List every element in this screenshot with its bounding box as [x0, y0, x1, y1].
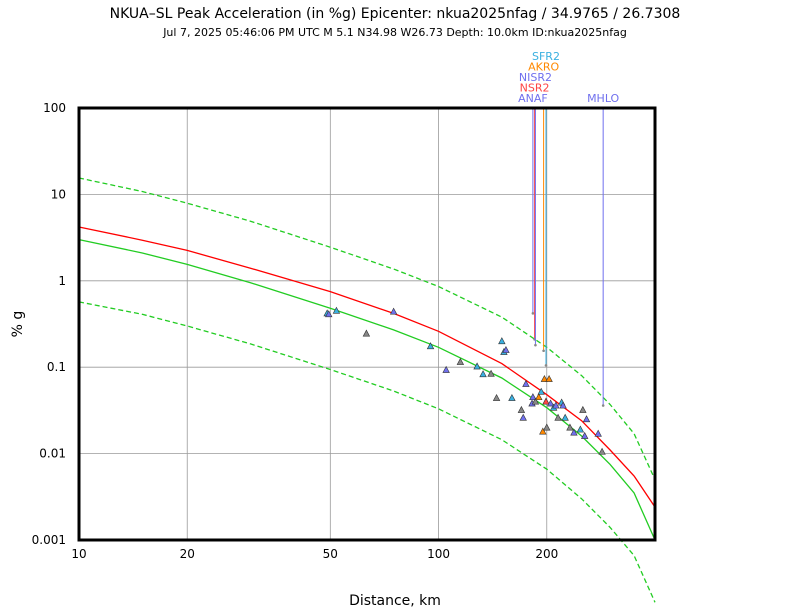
data-point: [559, 401, 567, 409]
data-point: [579, 405, 587, 413]
data-point: [576, 425, 585, 433]
data-point: [581, 431, 589, 439]
station-marker: [531, 312, 535, 315]
data-point: [540, 374, 549, 382]
y-tick-label: 0.1: [47, 360, 66, 374]
data-point: [531, 397, 540, 405]
data-point: [598, 447, 606, 455]
chart-title: NKUA–SL Peak Acceleration (in %g) Epicen…: [110, 6, 681, 22]
data-point: [546, 399, 555, 407]
data-point: [498, 337, 506, 345]
y-tick-label: 10: [51, 187, 66, 201]
x-tick-label: 20: [180, 547, 195, 561]
chart-subtitle: Jul 7, 2025 05:46:06 PM UTC M 5.1 N34.98…: [162, 26, 627, 39]
data-point: [479, 370, 487, 378]
data-point: [582, 415, 591, 423]
y-tick-label: 0.001: [32, 533, 66, 547]
data-point: [522, 379, 530, 387]
data-point: [552, 401, 560, 409]
curve-nkua-sl: [78, 226, 656, 508]
curve-median: [78, 238, 656, 541]
station-marker: [534, 343, 537, 347]
data-point: [543, 423, 551, 431]
station-marker: [601, 404, 605, 407]
data-point: [554, 413, 562, 421]
data-point: [570, 428, 578, 436]
x-tick-label: 50: [323, 547, 338, 561]
y-axis-label: % g: [10, 311, 26, 338]
data-point: [325, 310, 333, 318]
data-point: [389, 307, 398, 315]
data-point: [594, 429, 602, 437]
y-tick-label: 100: [43, 101, 66, 115]
data-point: [537, 387, 545, 395]
data-point: [535, 393, 543, 401]
curve-upper-bound: [78, 177, 656, 480]
plot-frame: [77, 106, 657, 542]
station-label: ANAF: [518, 92, 548, 105]
data-point: [545, 374, 553, 382]
data-point: [332, 306, 341, 314]
data-point: [529, 393, 537, 401]
data-points: [323, 306, 606, 455]
data-point: [519, 413, 527, 421]
station-label: AKRO: [528, 61, 559, 74]
station-label: SFR2: [532, 50, 560, 63]
station-marker: [542, 349, 545, 353]
x-tick-label: 200: [535, 547, 558, 561]
data-point: [426, 342, 435, 350]
data-point: [502, 345, 510, 353]
station-marker: [544, 364, 548, 367]
x-tick-label: 10: [71, 547, 86, 561]
data-point: [542, 397, 550, 405]
y-tick-label: 0.01: [39, 447, 66, 461]
data-point: [473, 362, 481, 370]
tick-labels: 10 20 50 100 200 100 10 1 0.1 0.01 0.001: [32, 101, 559, 561]
data-point: [517, 405, 526, 413]
y-tick-label: 1: [58, 274, 66, 288]
grid-lines: [79, 108, 655, 540]
data-point: [456, 357, 465, 365]
station-label: NSR2: [520, 82, 550, 95]
data-point: [561, 413, 569, 421]
curve-lower-bound: [78, 301, 656, 603]
curves: [78, 177, 656, 603]
data-point: [362, 329, 371, 337]
x-tick-label: 100: [427, 547, 450, 561]
data-point: [508, 393, 516, 401]
data-point: [487, 369, 495, 377]
data-point: [492, 393, 501, 401]
data-point: [539, 427, 547, 435]
station-label: NISR2: [519, 71, 552, 84]
data-point: [442, 365, 450, 373]
station-label: MHLO: [587, 92, 619, 105]
x-axis-label: Distance, km: [349, 593, 441, 609]
data-point: [566, 423, 574, 431]
